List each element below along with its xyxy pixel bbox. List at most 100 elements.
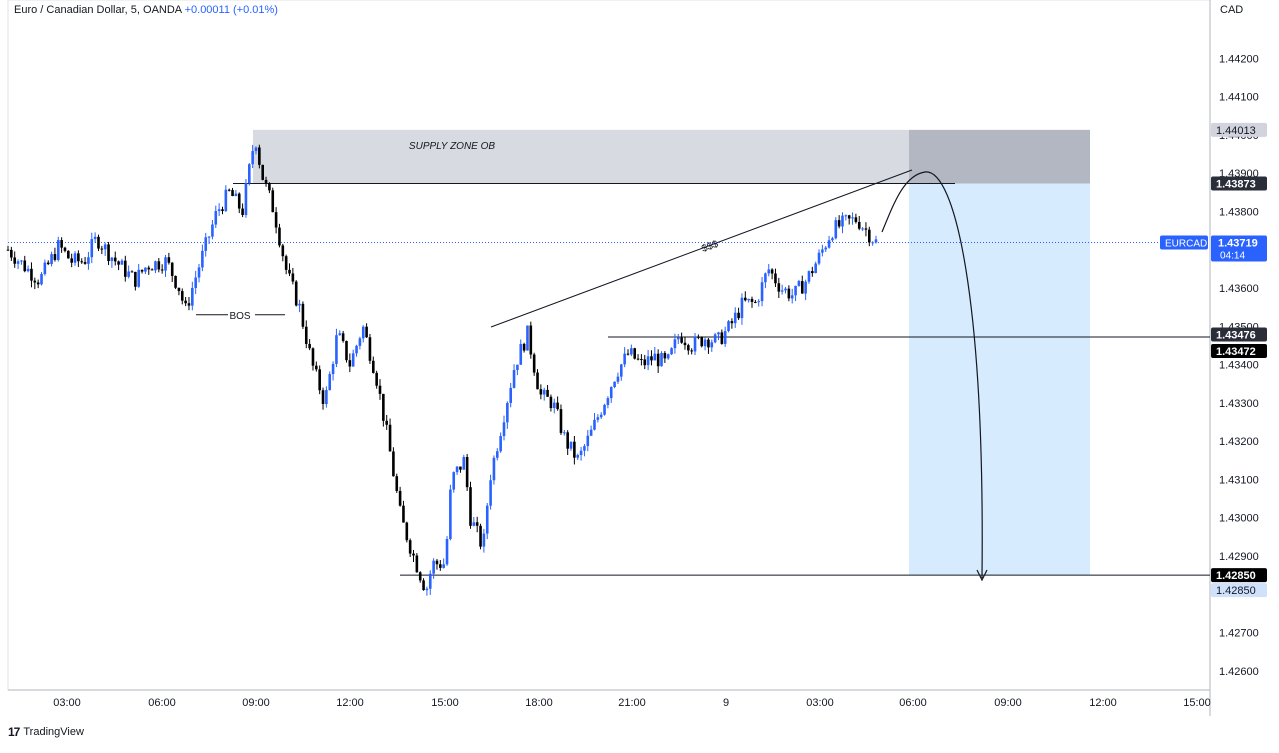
candle-body xyxy=(274,212,278,228)
candle-body xyxy=(552,402,556,409)
supply-zone-label: SUPPLY ZONE OB xyxy=(409,141,495,152)
candle-body xyxy=(345,340,348,361)
candle-body xyxy=(546,389,549,397)
candle-body xyxy=(261,164,265,180)
candle-body xyxy=(107,244,110,262)
candle-body xyxy=(814,263,817,274)
candle-body xyxy=(304,326,308,344)
x-tick-label: 09:00 xyxy=(242,697,270,709)
candle-body xyxy=(392,451,395,477)
candle-body xyxy=(683,342,687,346)
candle-body xyxy=(442,564,445,568)
candle-body xyxy=(301,303,305,327)
candle-body xyxy=(315,365,318,370)
candle-body xyxy=(774,273,777,284)
candle-body xyxy=(110,257,114,262)
candle-body xyxy=(16,261,20,264)
candle-body xyxy=(556,402,559,410)
candle-body xyxy=(482,533,486,547)
candle-body xyxy=(606,398,610,405)
candle-body xyxy=(147,267,151,270)
candle-body xyxy=(217,209,221,212)
candle-body xyxy=(123,260,127,277)
candle-body xyxy=(640,359,643,361)
price-label-tag xyxy=(1211,568,1267,583)
candle-body xyxy=(93,236,97,240)
candle-body xyxy=(117,261,120,265)
candle-body xyxy=(432,560,435,574)
candle-body xyxy=(325,390,328,405)
candle-body xyxy=(807,271,811,282)
candle-body xyxy=(841,215,844,227)
candle-body xyxy=(224,189,228,211)
candle-body xyxy=(318,369,321,391)
candle-body xyxy=(20,260,23,262)
candle-body xyxy=(103,244,107,250)
candle-body xyxy=(43,262,47,275)
candle-body xyxy=(422,580,425,591)
candle-body xyxy=(670,348,673,355)
candle-body xyxy=(787,288,791,299)
candle-body xyxy=(777,283,781,292)
candle-body xyxy=(764,273,767,283)
price-label-text: 1.44013 xyxy=(1216,125,1256,137)
candle-body xyxy=(837,220,841,227)
candle-body xyxy=(328,374,332,391)
candle-body xyxy=(874,239,878,243)
candle-body xyxy=(445,539,449,565)
candle-body xyxy=(723,331,727,344)
candle-body xyxy=(268,182,271,191)
bos-label: BOS xyxy=(229,311,250,322)
candle-body xyxy=(847,215,851,219)
candle-body xyxy=(140,269,144,272)
target-zone-box xyxy=(909,183,1090,576)
candle-body xyxy=(452,472,456,490)
candle-body xyxy=(519,343,523,365)
candle-body xyxy=(355,345,358,354)
candle-body xyxy=(160,269,164,271)
candle-body xyxy=(509,387,513,403)
candle-body xyxy=(579,450,583,456)
candle-body xyxy=(365,326,368,338)
candle-body xyxy=(164,257,167,271)
candle-body xyxy=(36,282,40,285)
candle-body xyxy=(609,387,613,399)
candle-body xyxy=(549,396,553,409)
candle-body xyxy=(730,321,734,324)
symbol-tag-text: EURCAD xyxy=(1165,238,1207,249)
candle-body xyxy=(603,404,606,415)
candle-body xyxy=(144,267,147,272)
candle-body xyxy=(700,337,704,347)
candle-body xyxy=(851,217,854,219)
candle-body xyxy=(167,257,171,263)
candle-body xyxy=(449,489,452,540)
candle-body xyxy=(737,312,740,319)
candle-body xyxy=(499,436,502,452)
candle-body xyxy=(542,389,546,395)
candle-body xyxy=(811,271,814,274)
candle-body xyxy=(867,229,871,243)
candle-body xyxy=(50,254,53,265)
candle-body xyxy=(237,193,241,209)
candle-body xyxy=(754,301,757,303)
candle-body xyxy=(495,451,499,458)
countdown-text: 04:14 xyxy=(1220,250,1245,261)
candle-body xyxy=(402,505,405,523)
y-tick-label: 1.43200 xyxy=(1219,436,1259,448)
price-label-tag xyxy=(1211,122,1267,137)
x-tick-label: 21:00 xyxy=(618,697,646,709)
candle-body xyxy=(130,271,134,273)
candle-body xyxy=(13,257,17,264)
tradingview-brand[interactable]: 17 TradingView xyxy=(8,725,84,739)
candle-body xyxy=(338,333,342,336)
candle-body xyxy=(40,274,43,285)
candle-body xyxy=(727,321,730,332)
candle-body xyxy=(687,345,690,351)
candle-body xyxy=(385,420,389,425)
candle-body xyxy=(596,417,600,420)
x-tick-label: 06:00 xyxy=(899,697,927,709)
candle-body xyxy=(244,183,248,215)
y-tick-label: 1.43400 xyxy=(1219,360,1259,372)
